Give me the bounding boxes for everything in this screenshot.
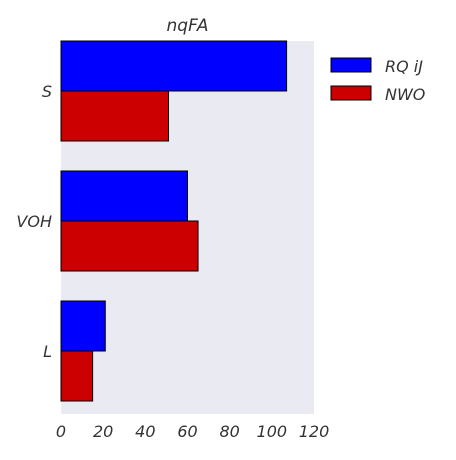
bar-l-series-1 [60,300,106,352]
bar-voh-series-2 [60,220,199,272]
y-tick-label-voh: VOH [16,212,52,231]
y-tick-label-s: S [42,82,52,101]
x-tick-label-20: 20 [93,422,113,441]
bars-layer [60,40,288,402]
x-tick-label-80: 80 [219,422,239,441]
bar-s-series-2 [60,90,170,142]
chart-title: nqFA [167,16,209,36]
y-tick-labels: S VOH L [16,82,52,361]
x-tick-labels: 0 20 40 60 80 100 120 [56,422,329,441]
legend: RQ iJ NWO [330,57,425,104]
bar-l-series-2 [60,350,94,402]
bar-voh-series-1 [60,170,188,222]
legend-label-series-2: NWO [385,85,425,104]
y-tick-label-l: L [43,342,52,361]
legend-swatch-series-2 [330,85,372,101]
x-tick-label-60: 60 [177,422,197,441]
x-tick-label-0: 0 [56,422,66,441]
x-tick-label-120: 120 [299,422,330,441]
bar-s-series-1 [60,40,288,92]
legend-label-series-1: RQ iJ [385,57,423,76]
x-tick-label-40: 40 [135,422,155,441]
x-tick-label-100: 100 [257,422,288,441]
legend-swatch-series-1 [330,57,372,73]
